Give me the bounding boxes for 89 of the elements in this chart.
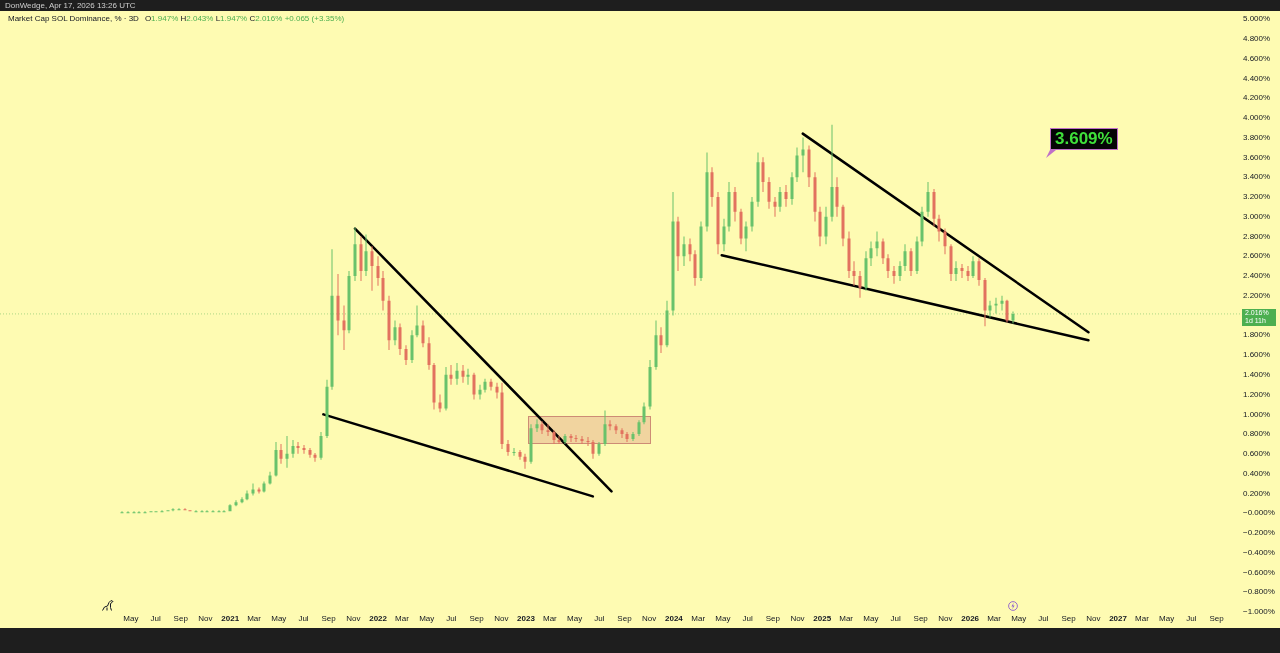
x-tick-label: Sep [1061, 614, 1077, 623]
x-tick-label: Sep [321, 614, 337, 623]
text: DonWedge, Apr 17, 2026 13:26 UTC [0, 0, 1280, 11]
x-tick-label: Sep [913, 614, 929, 623]
y-tick-label: 3.200% [1243, 192, 1271, 202]
y-tick-label: 2.200% [1243, 290, 1271, 300]
x-tick-label: Nov [938, 614, 953, 623]
y-tick-label: 3.800% [1243, 132, 1271, 142]
x-tick-label: Jul [150, 614, 161, 623]
y-tick-label: −0.400% [1243, 547, 1275, 557]
x-tick-label: Jul [298, 614, 309, 623]
x-tick-label: Jul [890, 614, 901, 623]
x-tick-label: Jul [742, 614, 753, 623]
x-tick-label: Nov [198, 614, 213, 623]
candlestick [137, 511, 141, 514]
x-tick-label: Mar [247, 614, 262, 623]
candlestick [200, 510, 204, 513]
x-tick-label: Mar [395, 614, 410, 623]
y-tick-label: −1.000% [1243, 607, 1275, 617]
candlestick [574, 435, 578, 443]
y-tick-label: 1.800% [1243, 330, 1271, 340]
x-tick-label: Mar [839, 614, 854, 623]
x-tick-label: 2027 [1109, 614, 1128, 623]
y-tick-label: 0.600% [1243, 449, 1271, 459]
y-tick-label: −0.600% [1243, 567, 1275, 577]
x-tick-label: Nov [790, 614, 805, 623]
x-tick-label: Mar [987, 614, 1002, 623]
y-tick-label: −0.800% [1243, 587, 1275, 597]
x-tick-label: Mar [543, 614, 558, 623]
candlestick [586, 437, 590, 446]
y-tick-label: −0.200% [1243, 528, 1275, 538]
x-tick-label: Nov [494, 614, 509, 623]
y-tick-label: 1.600% [1243, 350, 1271, 360]
y-tick-label: 4.400% [1243, 73, 1271, 83]
y-tick-label: 0.400% [1243, 468, 1271, 478]
x-tick-label: Sep [469, 614, 485, 623]
x-tick-label: Nov [346, 614, 361, 623]
x-tick-label: Jul [594, 614, 605, 623]
annotation: 3.609% [1050, 128, 1118, 150]
x-tick-label: Sep [173, 614, 189, 623]
x-tick-label: May [123, 614, 139, 623]
y-tick-label: 1.200% [1243, 389, 1271, 399]
x-tick-label: May [1011, 614, 1027, 623]
candlestick [143, 511, 147, 514]
x-tick-label: Jul [446, 614, 457, 623]
x-tick-label: May [863, 614, 879, 623]
y-tick-label: 0.200% [1243, 488, 1271, 498]
x-tick-label: Sep [765, 614, 781, 623]
y-tick-label: 1.000% [1243, 409, 1271, 419]
y-tick-label: 4.000% [1243, 113, 1271, 123]
x-tick-label: 2024 [665, 614, 684, 623]
y-tick-label: 1.400% [1243, 370, 1271, 379]
x-tick-label: 2022 [369, 614, 388, 623]
y-tick-label: 3.000% [1243, 211, 1271, 221]
x-tick-label: Nov [1086, 614, 1101, 623]
x-tick-label: Mar [1135, 614, 1150, 623]
chart-title: Market Cap SOL Dominance, % · 3D [8, 14, 139, 23]
x-tick-label: May [1159, 614, 1175, 623]
x-tick-label: 2023 [517, 614, 536, 623]
x-tick-label: May [567, 614, 583, 623]
candlestick [194, 510, 198, 513]
x-tick-label: 2025 [813, 614, 832, 623]
y-tick-label: 3.600% [1243, 152, 1271, 162]
x-tick-label: Mar [691, 614, 706, 623]
y-tick-label: 5.000% [1243, 14, 1271, 24]
candlestick [285, 436, 289, 468]
y-tick-label: −0.000% [1243, 508, 1275, 518]
x-tick-label: May [419, 614, 435, 623]
y-tick-label: 2.400% [1243, 271, 1271, 281]
candlestick [512, 447, 516, 456]
x-tick-label: Nov [642, 614, 657, 623]
y-tick-label: 2.800% [1243, 231, 1271, 241]
y-tick-label: 4.200% [1243, 93, 1271, 103]
y-tick-label: 4.800% [1243, 33, 1271, 43]
x-tick-label: 2021 [221, 614, 240, 623]
candlestick [994, 297, 998, 314]
y-tick-label: 3.400% [1243, 172, 1271, 182]
x-tick-label: May [715, 614, 731, 623]
y-tick-label: 0.800% [1243, 429, 1271, 439]
x-tick-label: Sep [617, 614, 633, 623]
candlestick [466, 368, 470, 385]
y-tick-label: 2.600% [1243, 251, 1271, 261]
x-tick-label: Jul [1186, 614, 1197, 623]
text: O1.947% H2.043% L1.947% C2.016% +0.065 (+3.35%) [144, 14, 345, 23]
x-tick-label: 2026 [961, 614, 980, 623]
y-tick-label: 4.600% [1243, 53, 1271, 63]
x-tick-label: Sep [1209, 614, 1225, 623]
x-tick-label: Jul [1038, 614, 1049, 623]
x-tick-label: May [271, 614, 287, 623]
